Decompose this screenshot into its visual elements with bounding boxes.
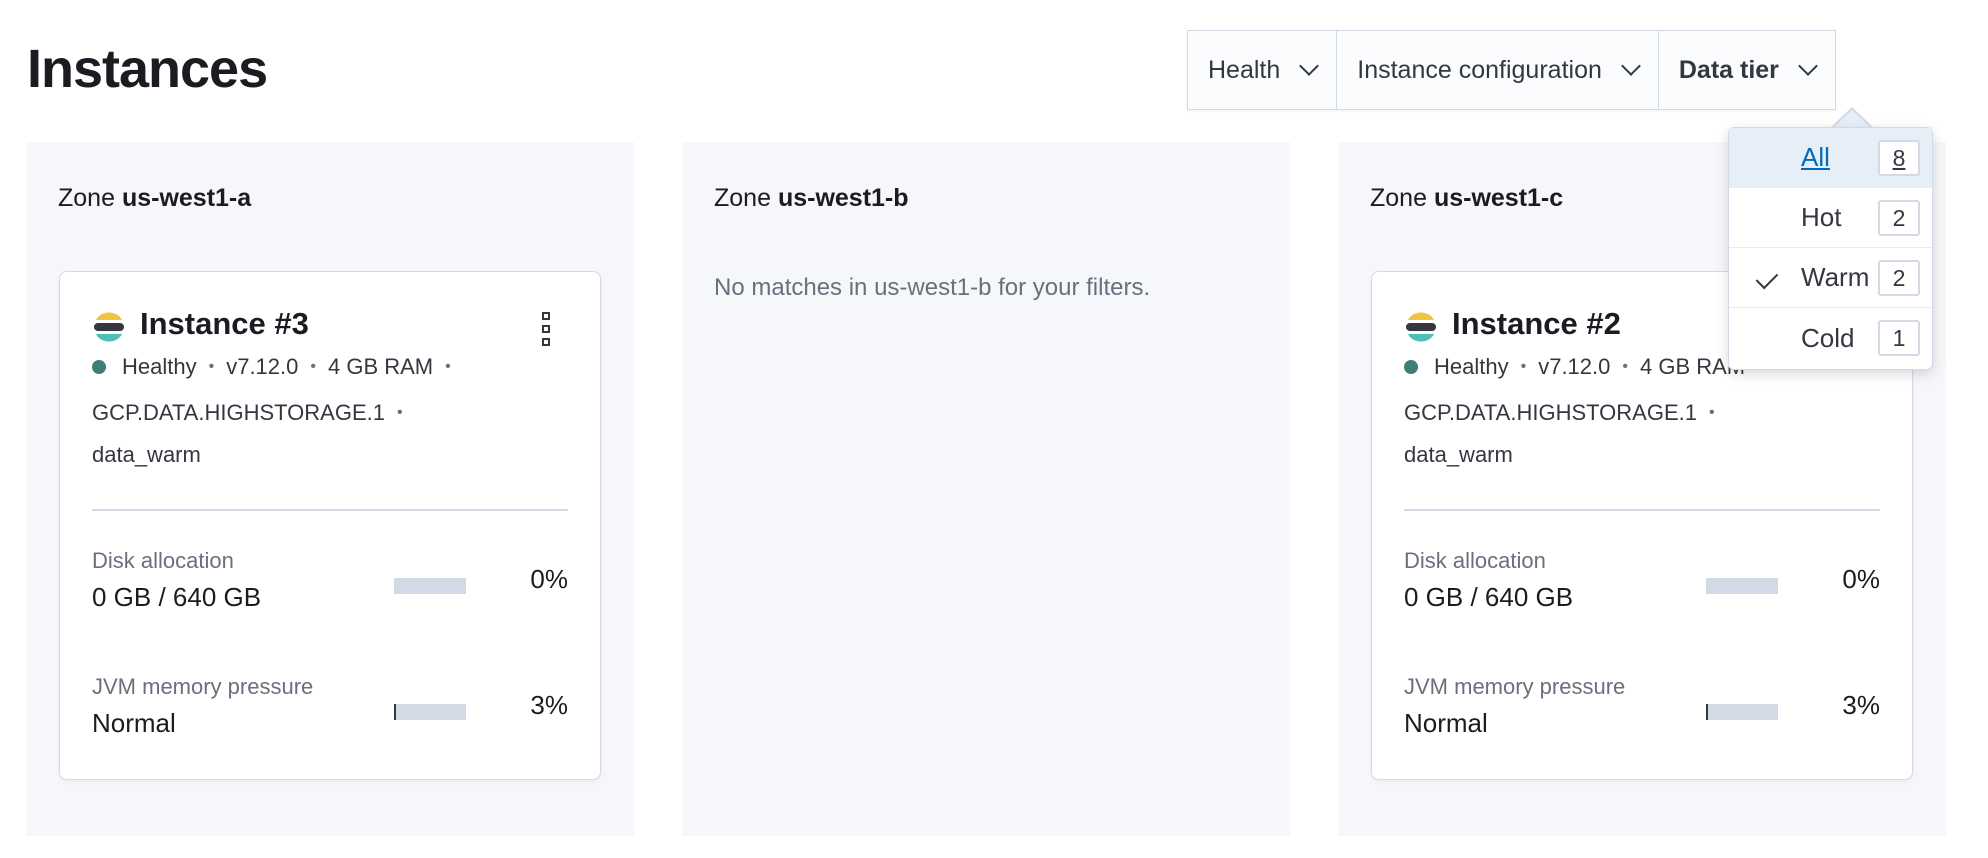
- chevron-down-icon: [1299, 56, 1320, 76]
- jvm-memory-pressure-value: Normal: [92, 708, 176, 738]
- zone-label: Zone us-west1-c: [1370, 184, 1563, 213]
- option-cold[interactable]: Cold 1: [1729, 308, 1932, 368]
- chevron-down-icon: [1798, 56, 1818, 76]
- divider: [1404, 509, 1880, 511]
- instance-meta: GCP.DATA.HIGHSTORAGE.1 •: [92, 400, 403, 425]
- chevron-down-icon: [1620, 56, 1641, 76]
- count-badge: 2: [1878, 200, 1920, 236]
- check-icon: [1755, 266, 1779, 290]
- data-tier-dropdown: All 8 Hot 2 Warm 2 Cold 1: [1728, 127, 1933, 370]
- ram: 4 GB RAM: [1639, 354, 1746, 379]
- page-title: Instances: [27, 39, 268, 99]
- data-tier: data_warm: [92, 442, 201, 467]
- option-label: Cold: [1801, 322, 1855, 353]
- jvm-memory-pressure-percent: 3%: [530, 690, 568, 720]
- instance-configuration: GCP.DATA.HIGHSTORAGE.1: [92, 400, 385, 425]
- option-hot[interactable]: Hot 2: [1729, 188, 1932, 248]
- filter-label: Instance configuration: [1357, 55, 1602, 84]
- data-tier: data_warm: [1404, 442, 1513, 467]
- filter-group: Health Instance configuration Data tier: [1187, 30, 1836, 110]
- divider: [92, 509, 568, 511]
- more-actions-icon[interactable]: [540, 312, 552, 346]
- health-filter-button[interactable]: Health: [1188, 31, 1338, 109]
- zone-panel: Zone us-west1-b No matches in us-west1-b…: [682, 142, 1290, 836]
- disk-allocation-label: Disk allocation: [1404, 548, 1546, 573]
- instance-meta: Healthy• v7.12.0• 4 GB RAM•: [1404, 354, 1767, 380]
- version: v7.12.0: [1538, 354, 1611, 379]
- filter-label: Health: [1208, 55, 1281, 84]
- zone-panel: Zone us-west1-a Instance #3 Healthy • v7.…: [26, 142, 634, 836]
- version: v7.12.0: [226, 354, 299, 379]
- zone-name: us-west1-a: [121, 184, 252, 212]
- zone-name: us-west1-c: [1433, 184, 1564, 212]
- option-label: Warm: [1801, 262, 1870, 292]
- elasticsearch-logo-icon: [94, 312, 124, 342]
- disk-allocation-value: 0 GB / 640 GB: [92, 582, 262, 612]
- count-badge: 2: [1878, 260, 1920, 296]
- jvm-memory-pressure-bar: [394, 704, 466, 720]
- data-tier-filter-button[interactable]: Data tier: [1659, 31, 1835, 109]
- zone-name: us-west1-b: [777, 184, 909, 212]
- health-status: Healthy: [1434, 354, 1509, 379]
- instance-meta: data_warm: [92, 442, 201, 468]
- popover-arrow: [1832, 110, 1872, 129]
- bar-fill: [1706, 704, 1709, 720]
- disk-allocation-percent: 0%: [1842, 564, 1880, 594]
- instance-configuration: GCP.DATA.HIGHSTORAGE.1: [1404, 400, 1697, 425]
- disk-allocation-label: Disk allocation: [92, 548, 234, 573]
- empty-message: No matches in us-west1-b for your filter…: [714, 274, 1151, 301]
- elasticsearch-logo-icon: [1406, 312, 1436, 342]
- zone-prefix: Zone: [58, 184, 115, 212]
- health-status: Healthy: [122, 354, 197, 379]
- disk-allocation-bar: [1706, 578, 1778, 594]
- jvm-memory-pressure-value: Normal: [1404, 708, 1488, 738]
- jvm-memory-pressure-label: JVM memory pressure: [1404, 674, 1626, 699]
- zone-prefix: Zone: [1370, 184, 1427, 212]
- option-label: Hot: [1801, 202, 1842, 232]
- jvm-memory-pressure-bar: [1706, 704, 1778, 720]
- zone-label: Zone us-west1-a: [58, 184, 251, 213]
- filter-label: Data tier: [1678, 55, 1779, 84]
- instance-title: Instance #2: [1452, 306, 1621, 341]
- instance-meta: Healthy• v7.12.0• 4 GB RAM•: [92, 354, 455, 380]
- disk-allocation-bar: [394, 578, 466, 594]
- ram: 4 GB RAM: [327, 354, 434, 379]
- zone-label: Zone us-west1-b: [714, 184, 909, 213]
- instance-meta: GCP.DATA.HIGHSTORAGE.1 •: [1404, 400, 1715, 425]
- option-label: All: [1801, 142, 1830, 172]
- instance-card: Instance #3 Healthy • v7.12.0 • 4 GB RAM • …: [59, 271, 601, 780]
- instance-meta: data_warm: [1404, 442, 1513, 468]
- health-status-dot-icon: [1404, 360, 1418, 374]
- option-warm[interactable]: Warm 2: [1729, 248, 1932, 308]
- count-badge: 1: [1878, 320, 1920, 356]
- zone-prefix: Zone: [714, 184, 771, 212]
- health-status-dot-icon: [92, 360, 106, 374]
- bar-fill: [394, 704, 397, 720]
- jvm-memory-pressure-percent: 3%: [1842, 690, 1880, 720]
- option-all[interactable]: All 8: [1729, 128, 1932, 188]
- instance-title: Instance #3: [140, 306, 309, 341]
- jvm-memory-pressure-label: JVM memory pressure: [92, 674, 314, 699]
- disk-allocation-value: 0 GB / 640 GB: [1404, 582, 1574, 612]
- disk-allocation-percent: 0%: [530, 564, 568, 594]
- instance-configuration-filter-button[interactable]: Instance configuration: [1337, 31, 1659, 109]
- count-badge: 8: [1878, 140, 1920, 176]
